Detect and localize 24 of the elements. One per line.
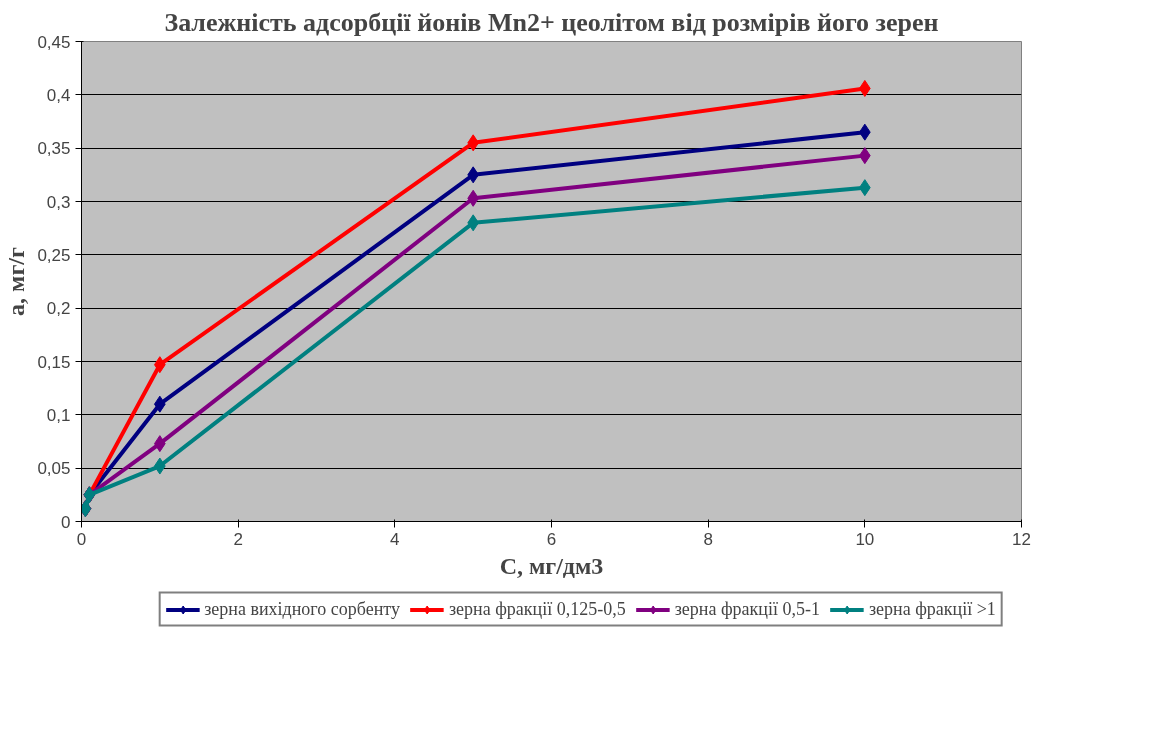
y-tick-label: 0,35 xyxy=(37,139,71,159)
x-tick-label: 6 xyxy=(546,529,557,549)
y-tick-label: 0,45 xyxy=(37,32,71,52)
x-tick-label: 0 xyxy=(76,529,87,549)
chart-title: Залежність адсорбції йонів Mn2+ цеолітом від розмірів його зерен xyxy=(164,7,939,37)
x-axis-title: C, мг/дм3 xyxy=(499,552,604,579)
x-tick-label: 8 xyxy=(703,529,713,549)
legend-label: зерна фракції >1 xyxy=(868,598,996,620)
x-tick-label: 10 xyxy=(855,529,875,549)
y-tick-label: 0,25 xyxy=(37,245,71,265)
y-tick-label: 0,3 xyxy=(46,192,71,212)
x-tick-label: 2 xyxy=(233,529,243,549)
legend-label: зерна вихідного сорбенту xyxy=(204,598,400,620)
x-tick-label: 4 xyxy=(390,529,400,549)
y-tick-label: 0,2 xyxy=(46,299,71,319)
y-tick-label: 0,05 xyxy=(37,459,71,479)
y-axis-title: a, мг/г xyxy=(3,246,30,316)
y-tick-label: 0,1 xyxy=(46,405,71,425)
y-tick-label: 0,15 xyxy=(37,352,71,372)
legend-label: зерна фракції 0,125-0,5 xyxy=(448,598,626,620)
y-tick-label: 0,4 xyxy=(46,85,71,105)
y-tick-label: 0 xyxy=(61,512,71,532)
x-tick-label: 12 xyxy=(1012,529,1031,549)
legend-label: зерна фракції 0,5-1 xyxy=(674,598,820,620)
